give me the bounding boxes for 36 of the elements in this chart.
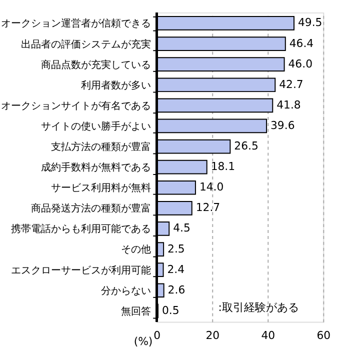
y-tick-label: オークションサイトが有名である xyxy=(1,100,152,112)
x-axis-title: (%) xyxy=(134,335,153,348)
data-label: 39.6 xyxy=(270,118,295,132)
y-tick-label: 成約手数料が無料である xyxy=(41,162,152,174)
y-tick-label: オークション運営者が信頼できる xyxy=(1,18,152,30)
y-tick-label: サービス利用料が無料 xyxy=(51,182,152,194)
data-label: 4.5 xyxy=(173,222,190,235)
y-tick-label: 分からない xyxy=(101,284,152,297)
data-label: 49.5 xyxy=(298,16,322,30)
data-label: 2.5 xyxy=(168,242,185,256)
data-label: 0.5 xyxy=(162,304,180,317)
data-label: 2.4 xyxy=(167,262,185,276)
data-label: 41.8 xyxy=(276,98,301,112)
data-label: 12.7 xyxy=(196,201,220,214)
data-label: 18.1 xyxy=(210,160,236,174)
y-tick-label: サイトの使い勝手がよい xyxy=(41,120,152,132)
x-tick-label: 40 xyxy=(261,329,276,342)
x-tick-label: 0 xyxy=(154,329,161,342)
y-tick-label: 支払方法の種類が豊富 xyxy=(51,141,152,153)
y-tick-label: その他 xyxy=(121,244,152,256)
x-tick-label: 20 xyxy=(206,329,220,342)
y-tick-label: 商品点数が充実している xyxy=(41,58,152,71)
data-label: 26.5 xyxy=(234,140,258,153)
data-label: 2.6 xyxy=(168,283,186,296)
data-label: 46.4 xyxy=(289,36,314,50)
y-tick-label: 無回答 xyxy=(121,305,152,318)
y-tick-label: 商品発送方法の種類が豊富 xyxy=(31,202,152,215)
y-tick-label: 出品者の評価システムが充実 xyxy=(21,38,152,50)
y-tick-label: エスクローサービスが利用可能 xyxy=(11,264,152,276)
y-tick-label: 携帯電話からも利用可能である xyxy=(11,223,152,236)
data-label: 46.0 xyxy=(288,57,313,70)
x-tick-label: 60 xyxy=(316,329,331,342)
data-label: 42.7 xyxy=(279,78,304,91)
data-label: 14.0 xyxy=(199,180,224,194)
y-tick-label: 利用者数が多い xyxy=(81,79,152,92)
annotation: :取引経験がある xyxy=(218,300,299,314)
